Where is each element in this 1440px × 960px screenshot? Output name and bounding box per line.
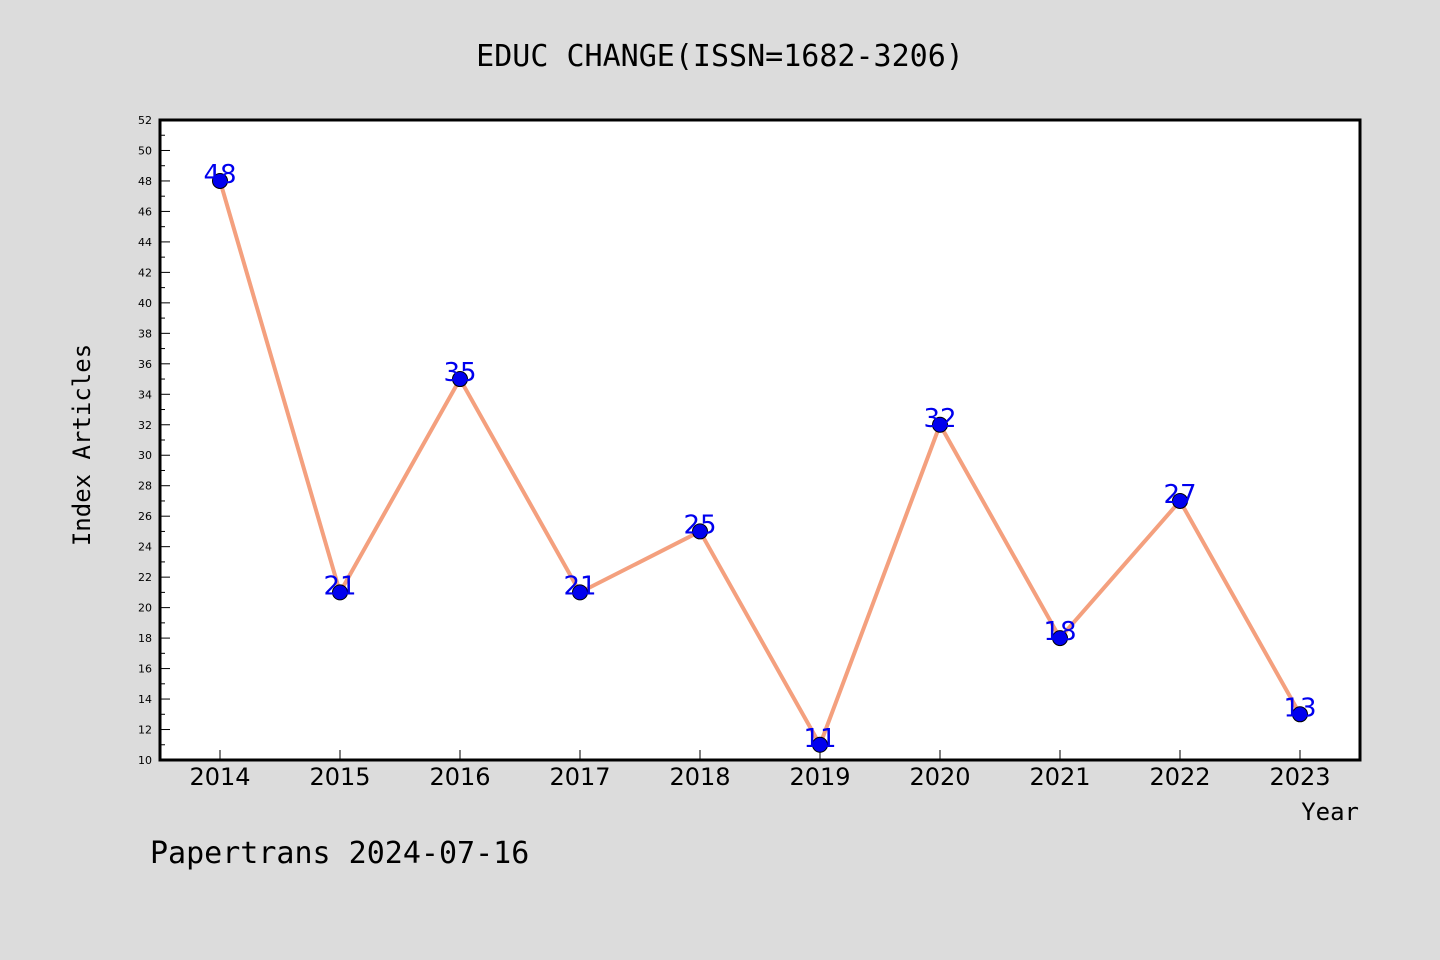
y-tick-label: 46 <box>138 205 152 218</box>
data-point <box>692 523 708 540</box>
y-tick-label: 44 <box>138 236 152 249</box>
x-tick-label: 2014 <box>189 763 250 791</box>
data-label: 21 <box>563 571 596 601</box>
data-point <box>452 371 468 388</box>
data-point <box>932 416 948 433</box>
data-point <box>1292 706 1308 723</box>
data-point <box>332 584 348 601</box>
x-tick-label: 2017 <box>549 763 610 791</box>
data-label: 35 <box>443 358 476 388</box>
data-label: 25 <box>683 510 716 540</box>
y-tick-label: 40 <box>138 297 152 310</box>
y-tick-label: 28 <box>138 480 152 493</box>
plot-area <box>158 118 1362 762</box>
x-tick-label: 2015 <box>309 763 370 791</box>
data-label: 32 <box>923 404 956 434</box>
data-label: 11 <box>803 724 836 754</box>
y-axis-label: Index Articles <box>68 344 96 546</box>
y-tick-label: 50 <box>138 144 152 157</box>
data-label: 27 <box>1163 480 1196 510</box>
y-axis: 10 12 14 16 18 20 22 24 26 28 30 32 34 36 38 40 42 44 46 48… <box>138 114 170 767</box>
y-tick-label: 36 <box>138 358 152 371</box>
y-tick-label: 38 <box>138 327 152 340</box>
series: 48 21 35 21 25 11 32 18 27 13 <box>203 160 1316 754</box>
x-tick-label: 2018 <box>669 763 730 791</box>
y-tick-label: 10 <box>138 754 152 767</box>
data-point <box>812 736 828 753</box>
x-tick-label: 2023 <box>1269 763 1330 791</box>
y-tick-label: 22 <box>138 571 152 584</box>
data-point <box>1052 630 1068 647</box>
y-tick-label: 42 <box>138 266 152 279</box>
x-tick-label: 2016 <box>429 763 490 791</box>
chart-title: EDUC CHANGE(ISSN=1682-3206) <box>476 39 964 74</box>
data-label: 48 <box>203 160 236 190</box>
y-tick-label: 34 <box>138 388 152 401</box>
data-label: 21 <box>323 571 356 601</box>
y-tick-label: 20 <box>138 602 152 615</box>
data-point <box>572 584 588 601</box>
series-line <box>218 180 1302 747</box>
y-tick-label: 30 <box>138 449 152 462</box>
y-tick-label: 48 <box>138 175 152 188</box>
data-label: 18 <box>1043 617 1076 647</box>
x-tick-label: 2021 <box>1029 763 1090 791</box>
y-tick-label: 24 <box>138 541 152 554</box>
data-point <box>1172 492 1188 509</box>
x-tick-label: 2022 <box>1149 763 1210 791</box>
x-axis-label: Year <box>1301 798 1359 826</box>
data-label: 13 <box>1283 693 1316 723</box>
y-tick-label: 26 <box>138 510 152 523</box>
y-tick-label: 12 <box>138 724 152 737</box>
x-tick-label: 2020 <box>909 763 970 791</box>
y-tick-label: 52 <box>138 114 152 127</box>
y-tick-label: 14 <box>138 693 152 706</box>
y-tick-label: 18 <box>138 632 152 645</box>
x-axis: 2014 2015 2016 2017 2018 2019 2020 2021 2022 2023 <box>189 750 1331 791</box>
x-tick-label: 2019 <box>789 763 850 791</box>
data-point <box>212 172 228 189</box>
footer-credit: Papertrans 2024-07-16 <box>150 836 529 871</box>
y-tick-label: 32 <box>138 419 152 432</box>
y-tick-label: 16 <box>138 663 152 676</box>
